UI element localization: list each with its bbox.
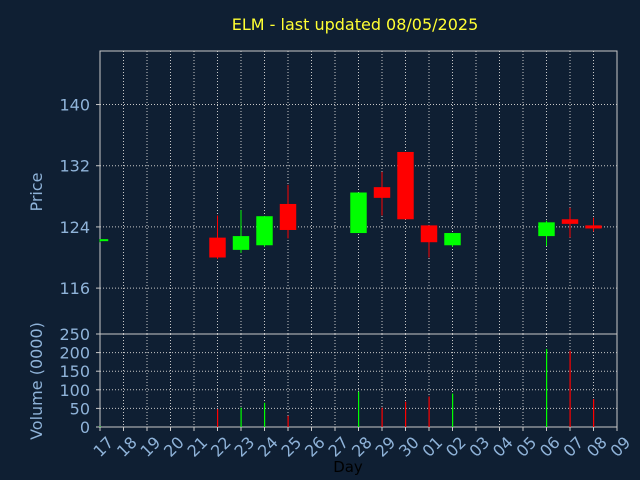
candle-body xyxy=(209,237,226,258)
volume-tick-label: 50 xyxy=(70,399,90,418)
volume-tick-label: 200 xyxy=(59,344,90,363)
volume-axis-label: Volume (0000) xyxy=(27,322,46,440)
volume-tick-label: 0 xyxy=(80,418,90,437)
candle-body xyxy=(100,239,109,242)
volume-bar xyxy=(287,415,289,427)
candle-body xyxy=(256,216,273,246)
volume-bar xyxy=(99,426,101,427)
chart-title: ELM - last updated 08/05/2025 xyxy=(232,15,479,34)
volume-bar xyxy=(358,391,360,427)
volume-bar xyxy=(593,399,595,427)
price-tick-label: 132 xyxy=(59,157,90,176)
x-tick-label: 09 xyxy=(606,433,634,461)
candle-body xyxy=(420,225,438,243)
candle-body xyxy=(561,219,579,224)
volume-bar xyxy=(569,350,571,427)
candle-body xyxy=(279,203,297,230)
volume-panel: 1718192021222324252627282930010203040506… xyxy=(59,325,634,461)
candle-body xyxy=(232,236,250,250)
volume-bar xyxy=(264,402,266,427)
price-panel: 116 124 132 140 xyxy=(59,50,618,335)
volume-bar xyxy=(217,409,219,427)
price-axis-label: Price xyxy=(27,172,46,211)
x-axis-label: Day xyxy=(333,458,363,476)
candle-body xyxy=(444,233,461,246)
volume-bar xyxy=(452,393,454,427)
volume-bar xyxy=(381,407,383,427)
volume-bar xyxy=(428,396,430,427)
volume-tick-label: 100 xyxy=(59,381,90,400)
volume-bar xyxy=(546,348,548,427)
volume-bar xyxy=(405,401,407,427)
price-tick-label: 116 xyxy=(59,279,90,298)
volume-tick-label: 150 xyxy=(59,362,90,381)
candle-body xyxy=(538,222,555,237)
candle-body xyxy=(350,192,367,234)
candle-body xyxy=(397,151,414,220)
price-tick-label: 124 xyxy=(59,218,90,237)
price-tick-label: 140 xyxy=(59,96,90,115)
candle-body xyxy=(373,187,391,198)
volume-bar xyxy=(240,407,242,427)
volume-tick-label: 250 xyxy=(59,325,90,344)
candle-body xyxy=(585,225,602,229)
